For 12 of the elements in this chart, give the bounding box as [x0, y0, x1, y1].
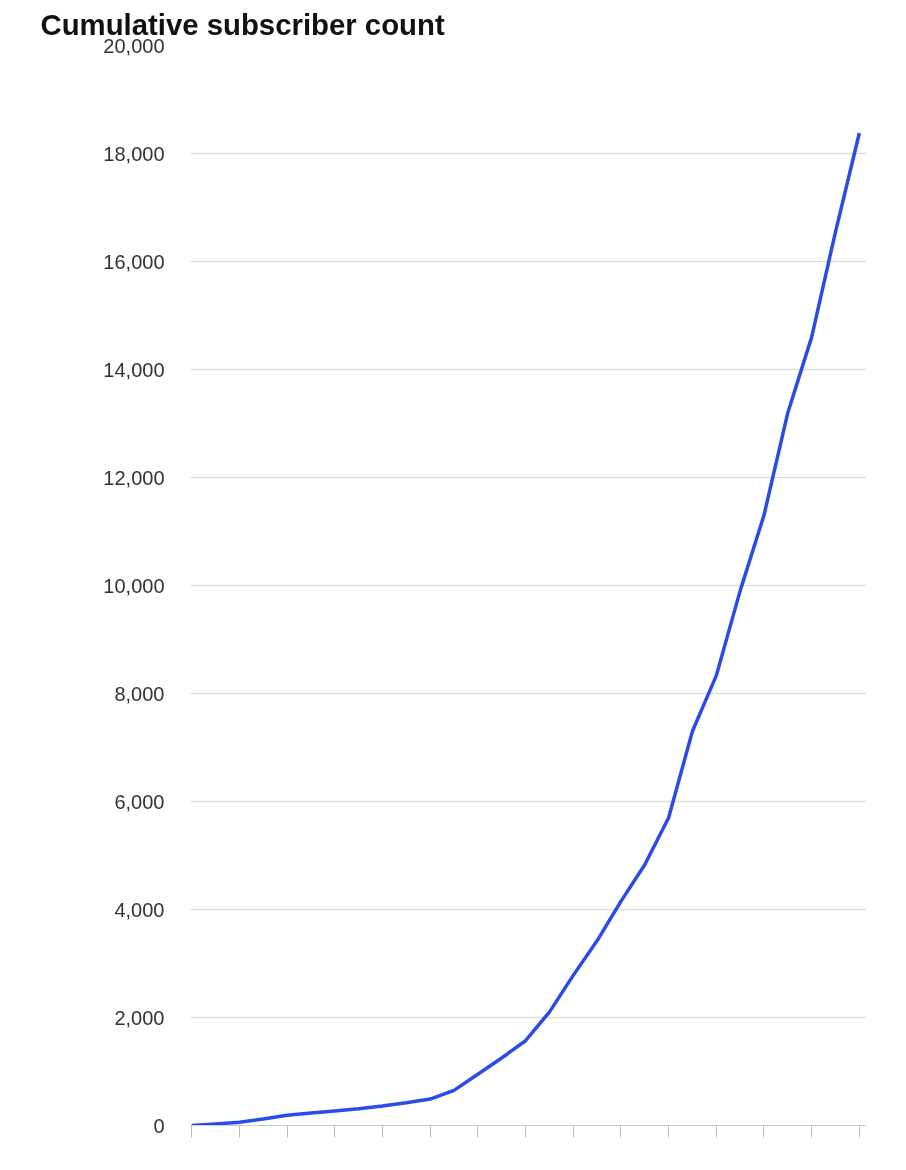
- y-tick-label: 10,000: [103, 574, 165, 597]
- y-tick-label: 18,000: [103, 142, 165, 165]
- y-tick-label: 12,000: [103, 466, 165, 489]
- y-tick-label: 14,000: [103, 358, 165, 381]
- y-tick-label: 2,000: [114, 1006, 165, 1029]
- y-tick-label: 16,000: [103, 250, 165, 273]
- y-tick-label: 20,000: [103, 34, 165, 57]
- y-tick-label: 6,000: [114, 790, 165, 813]
- y-tick-label: 4,000: [114, 898, 165, 921]
- line-series: [190, 131, 862, 1126]
- y-tick-label: 8,000: [114, 682, 165, 705]
- y-tick-label: 0: [153, 1114, 165, 1137]
